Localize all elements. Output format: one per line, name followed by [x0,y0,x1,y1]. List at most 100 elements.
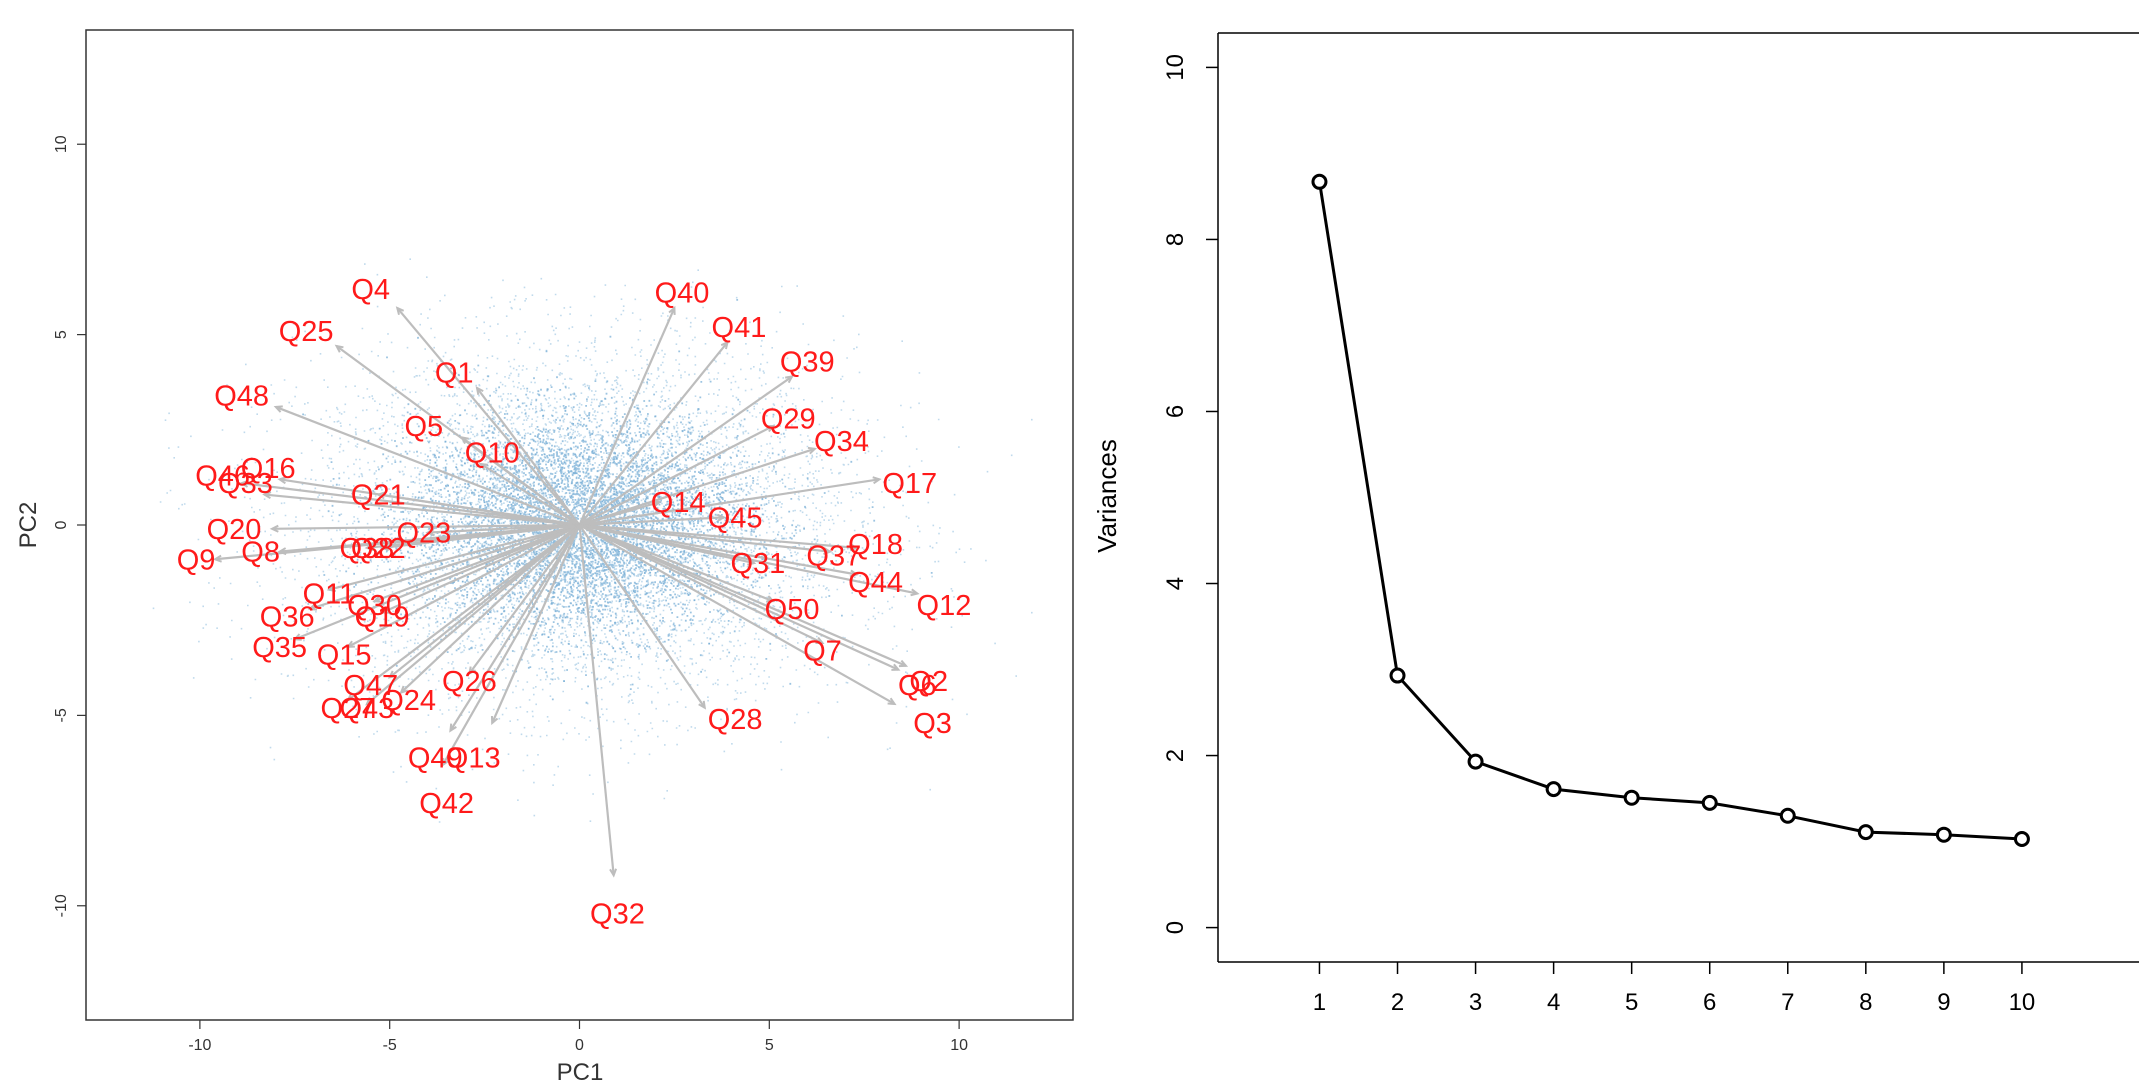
loading-arrow-q33 [264,493,580,527]
scree-point-1 [1311,173,1328,190]
biplot-loading-arrows [212,305,920,878]
loading-arrowhead-q16 [277,476,287,485]
biplot-y-axis: -10 -5 0 5 10 [53,135,86,917]
loading-arrowhead-q45 [716,513,727,522]
loading-label-q46: Q46 [195,461,250,493]
loading-arrowhead-q25 [334,344,344,353]
scree-x-tick-label: 1 [1313,989,1326,1016]
loading-label-q25: Q25 [279,316,334,348]
loading-arrowhead-q28 [698,700,707,710]
scree-x-tick-label: 5 [1625,989,1638,1016]
biplot-x-tick-label: 5 [765,1037,774,1054]
loading-arrowhead-q41 [720,340,729,350]
scree-x-tick-label: 8 [1859,989,1872,1016]
loading-arrowhead-q37 [823,547,833,555]
loading-label-q30: Q30 [347,590,402,622]
loading-arrowhead-q4 [395,306,405,315]
loading-arrowhead-q50 [766,595,776,603]
loading-label-q13: Q13 [446,742,501,774]
loading-label-q10: Q10 [465,438,520,470]
loading-label-q5: Q5 [405,411,444,443]
loading-arrow-q45 [579,516,724,527]
scree-plot-panel: 1 2 3 4 5 6 7 8 9 10 0 2 4 6 8 10 Variances [1092,32,2139,1016]
loading-arrow-q49 [449,524,581,732]
loading-label-q33: Q33 [218,468,273,500]
loading-label-q39: Q39 [780,346,835,378]
loading-arrow-q19 [381,523,580,614]
loading-label-q44: Q44 [848,567,903,599]
loading-arrowhead-q35 [292,633,302,641]
loading-arrow-q35 [294,523,580,641]
biplot-x-axis: -10 -5 0 5 10 [188,1020,968,1054]
loading-arrowhead-q11 [326,584,337,593]
loading-label-q48: Q48 [214,381,269,413]
loading-label-q36: Q36 [260,601,315,633]
loading-arrowhead-q26 [468,666,477,676]
scree-y-tick-label: 2 [1162,749,1189,762]
scree-x-tick-label: 7 [1781,989,1794,1016]
loading-arrowhead-q13 [490,715,499,726]
loading-label-q14: Q14 [651,487,706,519]
loading-arrow-q42 [441,524,581,766]
biplot-y-tick-label: 0 [53,520,70,529]
scree-point-10 [2013,830,2030,847]
loading-arrowhead-q29 [766,424,776,433]
scree-y-tick-label: 6 [1162,405,1189,418]
scree-x-tick-label: 10 [2009,989,2036,1016]
scree-series-points [1311,173,2030,847]
loading-arrowhead-q10 [478,462,488,471]
loading-arrowhead-q30 [372,595,382,603]
loading-arrowhead-q40 [668,305,676,315]
loading-arrowhead-q5 [459,436,469,445]
loading-arrow-q7 [579,524,823,645]
loading-arrowhead-q38 [364,543,374,552]
loading-label-q15: Q15 [317,639,372,671]
loading-arrow-q34 [579,447,816,527]
loading-arrowhead-q43 [365,697,374,706]
loading-label-q12: Q12 [917,590,972,622]
loading-arrow-q36 [309,523,580,610]
loading-label-q4: Q4 [351,274,390,306]
biplot-x-tick-label: 10 [950,1037,968,1054]
loading-arrowhead-q46 [239,479,249,488]
loading-arrow-q4 [396,307,581,526]
scree-series-line [1318,181,2022,841]
scree-x-tick-label: 3 [1469,989,1482,1016]
loading-arrowhead-q24 [399,685,409,695]
loading-arrowhead-q9 [212,554,222,563]
loading-label-q42: Q42 [419,788,474,820]
loading-arrowhead-q39 [785,375,794,384]
scree-point-3 [1467,753,1484,770]
loading-arrow-q12 [579,523,918,595]
loading-arrowhead-q8 [277,547,287,556]
scree-x-axis: 1 2 3 4 5 6 7 8 9 10 [1313,962,2035,1016]
loading-label-q19: Q19 [355,601,410,633]
loading-arrow-q1 [476,387,581,526]
loading-arrowhead-q27 [346,693,355,702]
loading-arrow-q24 [400,524,581,694]
loading-label-q27: Q27 [321,693,376,725]
loading-arrow-q14 [579,501,660,527]
loading-label-q32: Q32 [590,898,645,930]
loading-label-q21: Q21 [351,480,406,512]
loading-arrow-q17 [579,478,880,527]
biplot-x-tick-label: -5 [383,1037,397,1054]
biplot-y-tick-label: 5 [53,330,70,339]
loading-label-q31: Q31 [731,548,786,580]
scree-y-axis-label: Variances [1092,439,1122,553]
loading-label-q35: Q35 [252,632,307,664]
loading-arrow-q39 [578,375,793,526]
loading-label-q9: Q9 [177,544,216,576]
loading-arrow-q28 [578,524,706,709]
loading-arrowhead-q32 [609,868,618,878]
loading-arrowhead-q34 [807,446,818,455]
scree-y-tick-label: 10 [1162,54,1189,81]
biplot-y-tick-label: -10 [53,894,70,917]
scree-x-tick-label: 6 [1703,989,1716,1016]
loading-label-q3: Q3 [913,708,952,740]
loading-arrow-q20 [271,523,580,530]
loading-arrow-q41 [578,341,729,526]
loading-arrowhead-q6 [891,663,901,671]
scree-y-tick-label: 8 [1162,233,1189,246]
scree-point-8 [1857,824,1874,841]
